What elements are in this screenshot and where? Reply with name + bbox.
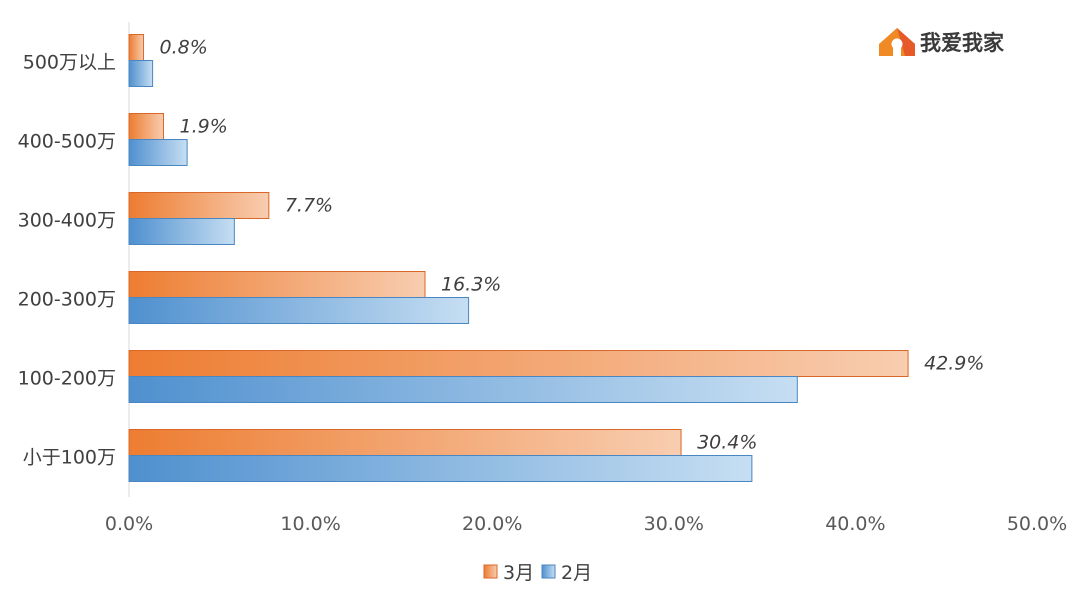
x-tick-label: 50.0% — [1007, 513, 1067, 535]
x-tick-label: 40.0% — [825, 513, 885, 535]
category-label: 100-200万 — [18, 368, 116, 390]
legend-label-february: 2月 — [561, 562, 592, 584]
bar-february — [128, 455, 753, 482]
category-label: 500万以上 — [23, 52, 116, 74]
bar-march — [128, 113, 165, 140]
brand-logo: 我爱我家 — [879, 28, 1005, 56]
legend-label-march: 3月 — [503, 562, 534, 584]
data-label-march: 30.4% — [697, 432, 757, 454]
bar-february — [128, 139, 188, 166]
data-label-march: 16.3% — [441, 274, 501, 296]
x-tick-label: 0.0% — [105, 513, 153, 535]
category-label: 200-300万 — [18, 289, 116, 311]
category-label: 小于100万 — [23, 447, 116, 469]
x-tick-label: 20.0% — [462, 513, 522, 535]
data-label-march: 7.7% — [285, 195, 333, 217]
data-label-march: 1.9% — [180, 116, 228, 138]
x-tick-label: 30.0% — [644, 513, 704, 535]
category-label: 300-400万 — [18, 210, 116, 232]
brand-name: 我爱我家 — [920, 31, 1005, 55]
data-label-march: 0.8% — [160, 37, 208, 59]
house-logo-icon — [879, 28, 915, 56]
category-label: 400-500万 — [18, 131, 116, 153]
bar-march — [128, 34, 145, 61]
bar-march — [128, 271, 426, 298]
bar-february — [128, 376, 798, 403]
bar-february — [128, 218, 235, 245]
bar-february — [128, 60, 154, 87]
x-tick-label: 10.0% — [280, 513, 340, 535]
bar-march — [128, 350, 909, 377]
legend-swatch-march — [483, 564, 498, 579]
bar-february — [128, 297, 470, 324]
bar-march — [128, 192, 270, 219]
bar-march — [128, 429, 682, 456]
data-label-march: 42.9% — [924, 353, 984, 375]
legend-swatch-february — [541, 564, 556, 579]
